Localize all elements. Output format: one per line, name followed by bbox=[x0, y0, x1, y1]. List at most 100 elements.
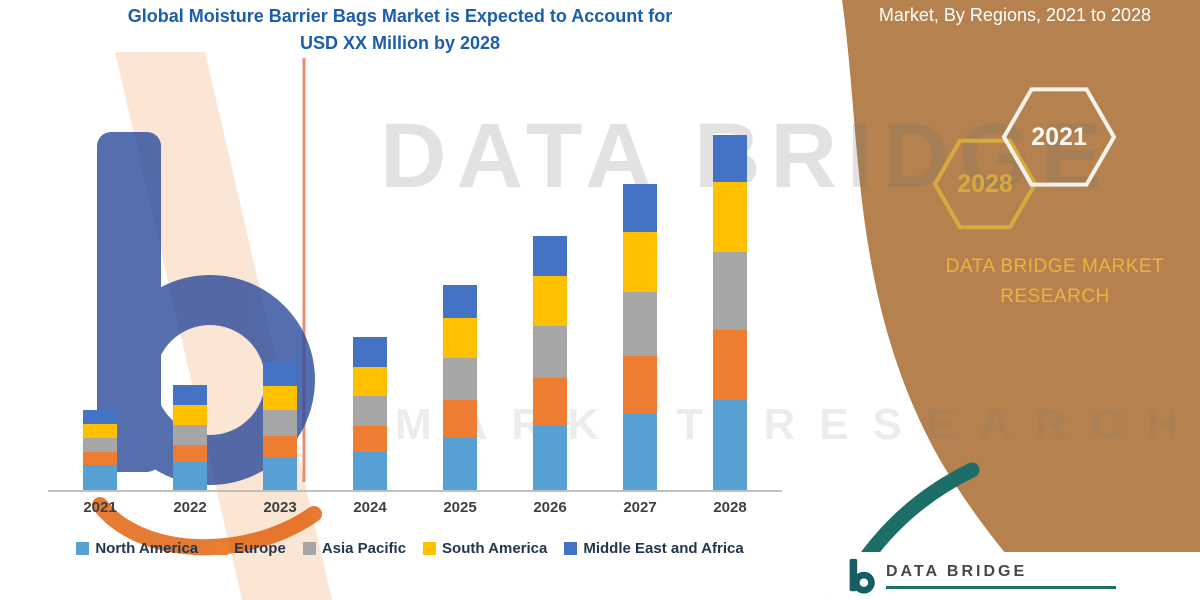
bar-segment bbox=[623, 232, 657, 292]
watermark-line2: MARKET RESEARCH bbox=[395, 400, 1200, 449]
bar-segment bbox=[443, 438, 477, 490]
bar-segment bbox=[533, 326, 567, 378]
x-axis-label: 2021 bbox=[83, 499, 117, 516]
x-axis-line bbox=[48, 490, 782, 492]
legend-item: Asia Pacific bbox=[302, 540, 407, 557]
bar-stack-2023 bbox=[263, 362, 297, 490]
bar-segment bbox=[173, 425, 207, 445]
bar-segment bbox=[623, 356, 657, 414]
bar-segment bbox=[353, 452, 387, 490]
side-panel-title: Market, By Regions, 2021 to 2028 bbox=[878, 5, 1152, 25]
bar-segment bbox=[263, 436, 297, 458]
bar-segment bbox=[443, 318, 477, 358]
bar-segment bbox=[623, 184, 657, 232]
chart-title-line1: Global Moisture Barrier Bags Market is E… bbox=[127, 6, 673, 26]
bar-segment bbox=[443, 358, 477, 400]
bar-column-2023 bbox=[235, 135, 325, 490]
bar-stack-2026 bbox=[533, 236, 567, 490]
bar-segment bbox=[353, 337, 387, 367]
bar-segment bbox=[173, 405, 207, 425]
bar-segment bbox=[173, 462, 207, 490]
bar-segment bbox=[713, 182, 747, 252]
bar-segment bbox=[263, 410, 297, 436]
bar-segment bbox=[623, 292, 657, 356]
bar-segment bbox=[83, 452, 117, 465]
hexagon-2021 bbox=[1001, 87, 1117, 187]
footer-brand: DATA BRIDGE bbox=[886, 563, 1028, 580]
bar-segment bbox=[623, 414, 657, 490]
bar-segment bbox=[83, 410, 117, 424]
bar-segment bbox=[353, 367, 387, 396]
bar-segment bbox=[173, 385, 207, 405]
legend-item: Middle East and Africa bbox=[564, 540, 744, 557]
footer-logo-icon bbox=[849, 558, 875, 594]
bar-segment bbox=[713, 135, 747, 182]
legend-item: North America bbox=[76, 540, 198, 557]
x-axis-label: 2025 bbox=[443, 499, 477, 516]
hexagon-2021-label: 2021 bbox=[1031, 123, 1087, 151]
x-axis-label: 2028 bbox=[713, 499, 747, 516]
bar-column-2027 bbox=[595, 135, 685, 490]
bar-column-2024 bbox=[325, 135, 415, 490]
brown-swoosh bbox=[842, 0, 1200, 600]
x-axis-label: 2023 bbox=[263, 499, 297, 516]
x-axis-label: 2022 bbox=[173, 499, 207, 516]
legend-swatch-icon bbox=[76, 542, 90, 555]
legend-label: North America bbox=[95, 540, 199, 557]
legend-swatch-icon bbox=[423, 542, 437, 555]
bar-segment bbox=[353, 396, 387, 426]
x-axis-label: 2026 bbox=[533, 499, 567, 516]
bar-segment bbox=[83, 424, 117, 438]
bar-stack-2022 bbox=[173, 385, 207, 490]
bar-segment bbox=[83, 438, 117, 452]
footer-rule bbox=[886, 586, 1116, 589]
bar-segment bbox=[713, 252, 747, 330]
footer: DATA BRIDGE bbox=[830, 552, 1200, 600]
bar-segment bbox=[263, 386, 297, 410]
chart-title: Global Moisture Barrier Bags Market is E… bbox=[70, 3, 730, 57]
bar-segment bbox=[443, 285, 477, 318]
side-panel-brand-line2: RESEARCH bbox=[1000, 286, 1110, 307]
bars bbox=[55, 135, 775, 490]
bar-segment bbox=[263, 458, 297, 490]
legend-item: South America bbox=[423, 540, 547, 557]
bar-stack-2024 bbox=[353, 337, 387, 490]
legend-label: Middle East and Africa bbox=[583, 540, 744, 557]
x-axis-label: 2024 bbox=[353, 499, 387, 516]
side-panel-brand: DATA BRIDGE MARKET RESEARCH bbox=[915, 252, 1195, 312]
legend-swatch-icon bbox=[564, 542, 578, 555]
side-panel-brand-line1: DATA BRIDGE MARKET bbox=[945, 256, 1165, 277]
bar-segment bbox=[353, 426, 387, 452]
legend-swatch-icon bbox=[302, 542, 316, 555]
legend-swatch-icon bbox=[215, 542, 229, 555]
bar-stack-2027 bbox=[623, 184, 657, 490]
legend-label: Asia Pacific bbox=[321, 540, 407, 557]
bar-segment bbox=[443, 400, 477, 438]
bar-stack-2028 bbox=[713, 135, 747, 490]
bar-segment bbox=[83, 465, 117, 490]
legend-label: South America bbox=[442, 540, 548, 557]
legend: North America Europe Asia Pacific South Ame… bbox=[25, 540, 795, 557]
bar-column-2022 bbox=[145, 135, 235, 490]
x-axis-label: 2027 bbox=[623, 499, 657, 516]
chart-title-line2: USD XX Million by 2028 bbox=[299, 33, 501, 53]
hexagon-2028 bbox=[932, 138, 1038, 230]
hexagon-badges: 2028 2021 bbox=[932, 87, 1117, 230]
bar-segment bbox=[533, 236, 567, 276]
bar-column-2026 bbox=[505, 135, 595, 490]
bar-stack-2025 bbox=[443, 285, 477, 490]
bar-segment bbox=[713, 330, 747, 400]
bar-segment bbox=[173, 445, 207, 462]
bar-column-2028 bbox=[685, 135, 775, 490]
bar-stack-2021 bbox=[83, 410, 117, 490]
bar-segment bbox=[533, 378, 567, 426]
hexagon-2028-label: 2028 bbox=[957, 170, 1013, 198]
bar-segment bbox=[263, 362, 297, 386]
legend-item: Europe bbox=[215, 540, 286, 557]
legend-label: Europe bbox=[234, 540, 286, 557]
bar-column-2025 bbox=[415, 135, 505, 490]
bar-segment bbox=[533, 276, 567, 326]
footer-brand-block: DATA BRIDGE bbox=[886, 563, 1116, 589]
bar-segment bbox=[713, 400, 747, 490]
